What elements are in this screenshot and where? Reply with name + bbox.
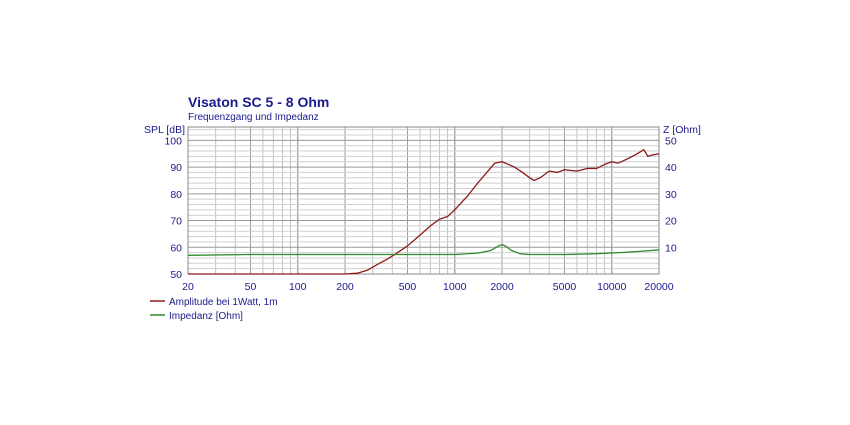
y-left-tick-label: 80 xyxy=(170,189,182,201)
x-tick-label: 500 xyxy=(399,281,417,293)
series-line-amplitude xyxy=(188,149,660,275)
y-right-tick-label: 50 xyxy=(665,135,677,147)
y-left-tick-label: 90 xyxy=(170,162,182,174)
chart-subtitle: Frequenzgang und Impedanz xyxy=(188,112,319,123)
legend: Amplitude bei 1Watt, 1m Impedanz [Ohm] xyxy=(150,297,278,322)
legend-label-amplitude: Amplitude bei 1Watt, 1m xyxy=(169,297,278,308)
y-right-tick-label: 20 xyxy=(665,216,677,228)
x-tick-label: 20000 xyxy=(644,281,673,293)
x-tick-label: 1000 xyxy=(443,281,467,293)
grid xyxy=(188,127,659,274)
chart-title: Visaton SC 5 - 8 Ohm xyxy=(188,94,329,110)
x-tick-label: 2000 xyxy=(490,281,514,293)
series-group xyxy=(187,149,660,275)
y-right-tick-label: 40 xyxy=(665,162,677,174)
plot-frame xyxy=(187,126,660,275)
y-left-axis-label: SPL [dB] xyxy=(144,124,185,136)
x-tick-label: 200 xyxy=(336,281,354,293)
x-tick-label: 50 xyxy=(245,281,257,293)
y-left-tick-label: 60 xyxy=(170,242,182,254)
y-right-tick-label: 30 xyxy=(665,189,677,201)
series-line-impedance xyxy=(187,243,660,256)
y-right-tick-label: 10 xyxy=(665,242,677,254)
y-left-tick-label: 70 xyxy=(170,216,182,228)
x-ticks: 20 50 100 200 500 1000 2000 5000 10000 20000 xyxy=(182,281,674,293)
y-left-ticks: 50 60 70 80 90 100 xyxy=(164,135,182,281)
x-tick-label: 10000 xyxy=(597,281,626,293)
x-tick-label: 100 xyxy=(289,281,307,293)
legend-label-impedance: Impedanz [Ohm] xyxy=(169,311,243,322)
y-right-ticks: 10 20 30 40 50 xyxy=(665,135,677,254)
y-left-tick-label: 50 xyxy=(170,269,182,281)
x-tick-label: 20 xyxy=(182,281,194,293)
y-right-axis-label: Z [Ohm] xyxy=(663,124,701,136)
y-left-tick-label: 100 xyxy=(164,135,182,147)
x-tick-label: 5000 xyxy=(553,281,577,293)
